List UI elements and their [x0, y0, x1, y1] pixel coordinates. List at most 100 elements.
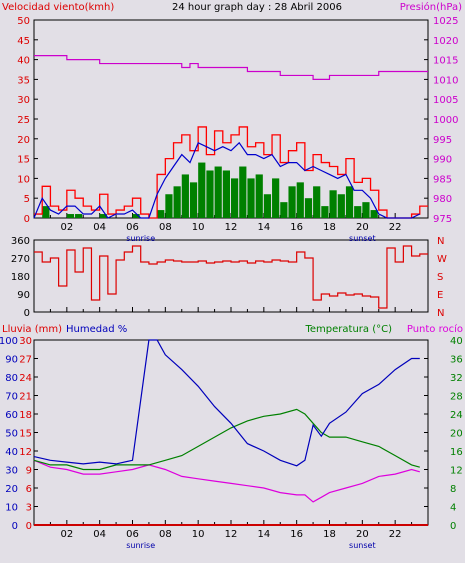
x-tick-label: 20 — [356, 529, 369, 540]
wind-low-bar — [296, 182, 304, 218]
direction-y-tick-label: 180 — [11, 272, 30, 283]
temperature-y-tick-label: 4 — [450, 503, 456, 514]
wind-low-bar — [304, 198, 313, 218]
wind-low-bar — [99, 214, 107, 218]
pressure-y-tick-label: 995 — [433, 135, 452, 146]
wind-low-bar — [272, 178, 280, 218]
rain-y-tick-label: 9 — [26, 466, 32, 477]
pressure-y-tick-label: 1000 — [433, 115, 458, 126]
rain-y-tick-label: 0 — [26, 521, 32, 532]
humidity-y-tick-label: 60 — [5, 410, 18, 421]
wind-direction-line — [34, 245, 428, 309]
wind-y-tick-label: 0 — [24, 214, 30, 225]
humidity-y-tick-label: 30 — [5, 466, 18, 477]
x-tick-label: 14 — [257, 529, 270, 540]
compass-label: N — [437, 236, 444, 247]
humidity-y-tick-label: 90 — [5, 355, 18, 366]
temperature-y-tick-label: 28 — [450, 392, 463, 403]
wind-low-bar — [42, 206, 50, 218]
rain-y-tick-label: 12 — [19, 447, 32, 458]
direction-y-tick-label: 0 — [24, 308, 30, 319]
humidity-axis-title: Humedad % — [66, 324, 127, 335]
temperature-y-tick-label: 24 — [450, 410, 463, 421]
sunrise-label: sunrise — [126, 234, 155, 243]
wind-low-bar — [354, 206, 362, 218]
wind-y-tick-label: 20 — [17, 135, 30, 146]
x-tick-label: 12 — [225, 222, 238, 233]
rain-axis-title: Lluvia (mm) — [2, 324, 62, 335]
pressure-y-tick-label: 975 — [433, 214, 452, 225]
wind-low-bar — [280, 202, 288, 218]
x-tick-label: 18 — [323, 529, 336, 540]
temperature-y-tick-label: 32 — [450, 373, 463, 384]
humidity-y-tick-label: 40 — [5, 447, 18, 458]
sunset-label: sunset — [349, 234, 376, 243]
wind-low-bar — [263, 194, 272, 218]
x-tick-label: 02 — [60, 529, 73, 540]
sunrise-label: sunrise — [126, 541, 155, 550]
humidity-y-tick-label: 10 — [5, 503, 18, 514]
x-tick-label: 06 — [126, 529, 139, 540]
temperature-axis-title: Temperatura (°C) — [304, 324, 392, 335]
dewpoint-line — [33, 459, 420, 503]
temperature-y-tick-label: 8 — [450, 484, 456, 495]
humidity-y-tick-label: 20 — [5, 484, 18, 495]
x-tick-label: 04 — [93, 222, 106, 233]
wind-axis-title: Velocidad viento(kmh) — [2, 2, 114, 13]
wind-low-bar — [206, 170, 214, 218]
wind-low-bar — [189, 182, 198, 218]
rain-y-tick-label: 6 — [26, 484, 32, 495]
wind-low-bar — [132, 214, 140, 218]
wind-low-bar — [345, 186, 354, 218]
dewpoint-axis-title: Punto rocío — [407, 323, 463, 335]
wind-low-bar — [198, 162, 206, 218]
pressure-y-tick-label: 985 — [433, 174, 452, 185]
pressure-y-tick-label: 1005 — [433, 95, 458, 106]
chart-title: 24 hour graph day : 28 Abril 2006 — [172, 2, 342, 13]
x-tick-label: 04 — [93, 529, 106, 540]
temperature-y-tick-label: 12 — [450, 466, 463, 477]
temperature-y-tick-label: 36 — [450, 355, 463, 366]
wind-y-tick-label: 35 — [17, 75, 30, 86]
wind-y-tick-label: 45 — [17, 36, 30, 47]
sunset-label: sunset — [349, 541, 376, 550]
wind-average-line — [33, 141, 421, 219]
pressure-y-tick-label: 1010 — [433, 75, 458, 86]
wind-y-tick-label: 5 — [24, 194, 30, 205]
temperature-y-tick-label: 20 — [450, 429, 463, 440]
rain-y-tick-label: 3 — [26, 503, 32, 514]
pressure-line — [34, 55, 428, 80]
wind-low-bar — [362, 202, 370, 218]
humidity-y-tick-label: 50 — [5, 429, 18, 440]
x-tick-label: 12 — [225, 529, 238, 540]
compass-label: E — [437, 290, 443, 301]
compass-label: W — [437, 254, 447, 265]
wind-low-bar — [313, 186, 321, 218]
rain-y-tick-label: 27 — [19, 355, 32, 366]
x-tick-label: 22 — [389, 222, 402, 233]
wind-low-bar — [165, 194, 173, 218]
rain-y-tick-label: 24 — [19, 373, 32, 384]
direction-y-tick-label: 90 — [17, 290, 30, 301]
humidity-y-tick-label: 80 — [5, 373, 18, 384]
x-tick-label: 02 — [60, 222, 73, 233]
wind-low-bar — [329, 190, 337, 218]
wind-y-tick-label: 25 — [17, 115, 30, 126]
pressure-axis-title: Presión(hPa) — [400, 1, 462, 13]
wind-low-bar — [255, 174, 263, 218]
x-tick-label: 08 — [159, 222, 172, 233]
x-tick-label: 18 — [323, 222, 336, 233]
wind-low-bar — [66, 214, 75, 218]
pressure-y-tick-label: 1025 — [433, 16, 458, 27]
pressure-y-tick-label: 1015 — [433, 56, 458, 67]
x-tick-label: 22 — [389, 529, 402, 540]
compass-label: S — [437, 272, 443, 283]
x-tick-label: 06 — [126, 222, 139, 233]
direction-y-tick-label: 360 — [11, 236, 30, 247]
wind-y-tick-label: 10 — [17, 174, 30, 185]
humidity-line — [33, 339, 420, 467]
temperature-y-tick-label: 40 — [450, 336, 463, 347]
wind-y-tick-label: 30 — [17, 95, 30, 106]
